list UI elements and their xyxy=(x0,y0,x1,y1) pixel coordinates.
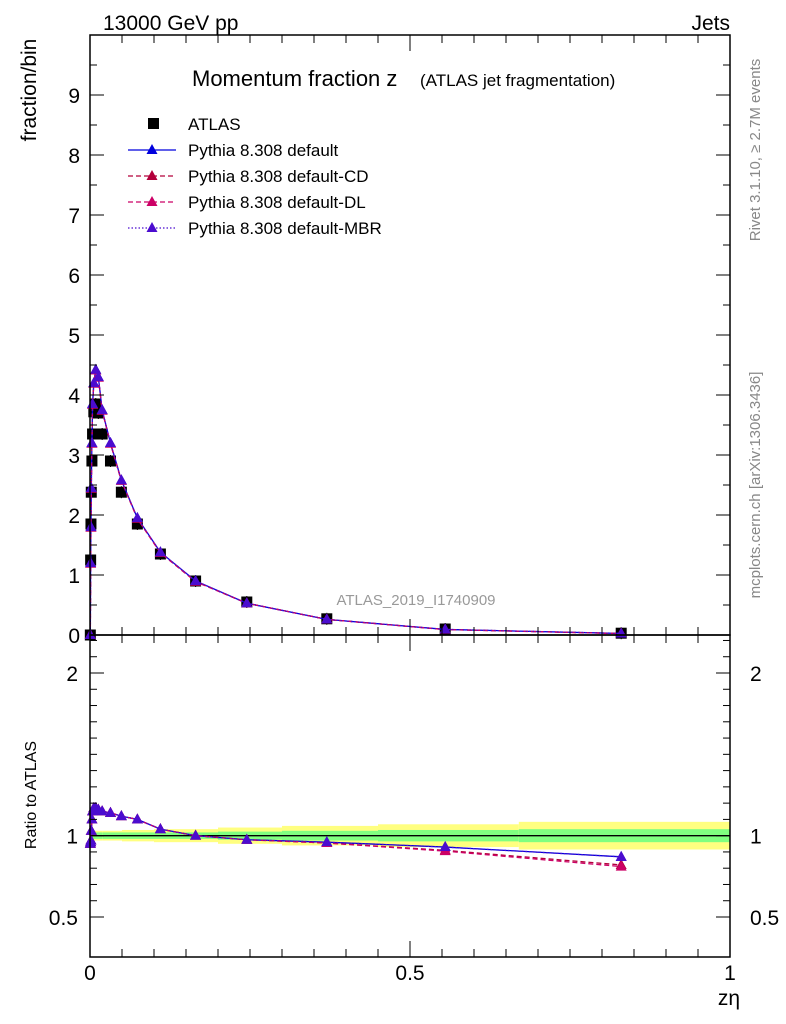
main-ytick-label: 6 xyxy=(68,265,80,288)
ratio-point xyxy=(615,860,627,871)
main-ytick-label: 3 xyxy=(68,445,80,468)
legend-marker xyxy=(146,170,158,180)
legend-item: Pythia 8.308 default-DL xyxy=(128,193,366,212)
series-point xyxy=(86,437,98,447)
ratio-series-layer xyxy=(84,802,627,871)
main-title: Momentum fraction z (ATLAS jet fragmenta… xyxy=(192,66,615,91)
ratio-ytick-label-left: 0.5 xyxy=(49,907,78,930)
series-point xyxy=(241,597,253,608)
ratio-series-3 xyxy=(84,802,627,861)
ratio-point xyxy=(96,805,108,816)
series-point xyxy=(85,521,97,531)
legend-marker xyxy=(146,222,158,232)
main-ytick-label: 8 xyxy=(68,145,80,168)
ratio-ytick-label-left: 2 xyxy=(66,663,78,686)
ratio-point xyxy=(104,806,116,817)
rivet-label: Rivet 3.1.10, ≥ 2.7M events xyxy=(747,59,764,242)
ratio-ytick-label-right: 2 xyxy=(750,663,762,686)
main-ylabel: fraction/bin xyxy=(18,39,41,142)
series-point xyxy=(190,575,202,585)
ratio-ytick-label-right: 0.5 xyxy=(750,907,779,930)
legend-label: Pythia 8.308 default-CD xyxy=(188,167,369,186)
legend-marker xyxy=(146,196,158,206)
main-title-text: Momentum fraction z xyxy=(192,66,397,91)
series-point xyxy=(131,512,143,522)
main-ytick-label: 9 xyxy=(68,85,80,108)
x-tick-label: 0.5 xyxy=(395,962,424,985)
main-ytick-label: 1 xyxy=(68,565,80,588)
ratio-point xyxy=(131,813,143,824)
series-point xyxy=(321,613,333,624)
ratio-point xyxy=(321,836,333,847)
legend-label: Pythia 8.308 default-DL xyxy=(188,193,366,212)
main-subtitle-text: (ATLAS jet fragmentation) xyxy=(420,71,615,90)
main-ytick-label: 4 xyxy=(68,385,80,408)
ratio-point xyxy=(241,833,253,844)
atlas-point xyxy=(96,428,108,440)
mcplots-label: mcplots.cern.ch [arXiv:1306.3436] xyxy=(747,372,764,599)
legend-label: Pythia 8.308 default xyxy=(188,141,339,160)
legend-item: ATLAS xyxy=(148,115,241,134)
ratio-ylabel: Ratio to ATLAS xyxy=(23,741,40,849)
legend-item: Pythia 8.308 default-MBR xyxy=(128,219,382,238)
ratio-point xyxy=(190,829,202,840)
ratio-point xyxy=(154,823,166,834)
ratio-point xyxy=(85,834,97,845)
series-point xyxy=(96,404,108,414)
ratio-ytick-label-right: 1 xyxy=(750,826,762,849)
series-point xyxy=(85,482,97,492)
series-point xyxy=(154,546,166,557)
ratio-point xyxy=(86,813,98,824)
x-axis-label: zη xyxy=(718,987,740,1010)
ratio-bands xyxy=(90,821,730,850)
analysis-watermark: ATLAS_2019_I1740909 xyxy=(336,592,495,609)
atlas-point xyxy=(131,518,143,530)
legend-marker xyxy=(148,118,159,129)
ratio-ytick-label-left: 1 xyxy=(66,826,78,849)
legend: ATLAS Pythia 8.308 default Pythia 8.308 de… xyxy=(128,115,382,238)
main-ytick-label: 7 xyxy=(68,205,80,228)
legend-label: ATLAS xyxy=(188,115,241,134)
series-point xyxy=(90,363,102,374)
legend-label: Pythia 8.308 default-MBR xyxy=(188,219,382,238)
header-right: Jets xyxy=(691,12,730,35)
main-panel: 0 1 2 3 4 5 6 7 8 9 fraction/bin Momentum fractio… xyxy=(18,34,731,648)
ratio-point xyxy=(439,841,451,852)
main-frame xyxy=(89,34,731,636)
legend-item: Pythia 8.308 default-CD xyxy=(128,167,369,186)
series-point xyxy=(88,377,100,387)
atlas-point xyxy=(104,455,116,467)
x-tick-label: 1 xyxy=(724,962,736,985)
main-ytick-label: 0 xyxy=(68,625,80,648)
series-point xyxy=(92,371,104,381)
series-point xyxy=(104,437,116,447)
ratio-point xyxy=(115,810,127,821)
x-tick-label: 0 xyxy=(84,962,96,985)
ratio-point xyxy=(85,824,97,835)
header-left: 13000 GeV pp xyxy=(103,12,238,35)
legend-item: Pythia 8.308 default xyxy=(128,141,339,160)
ratio-frame xyxy=(89,634,731,958)
ratio-panel: 0.5 0.5 1 1 2 2 0 0.5 1 Ratio to ATLAS zη xyxy=(23,634,779,1010)
main-ytick-label: 2 xyxy=(68,505,80,528)
series-point xyxy=(115,474,127,485)
main-ytick-label: 5 xyxy=(68,325,80,348)
atlas-point xyxy=(115,486,127,498)
ratio-point xyxy=(615,850,627,861)
legend-marker xyxy=(146,144,158,154)
